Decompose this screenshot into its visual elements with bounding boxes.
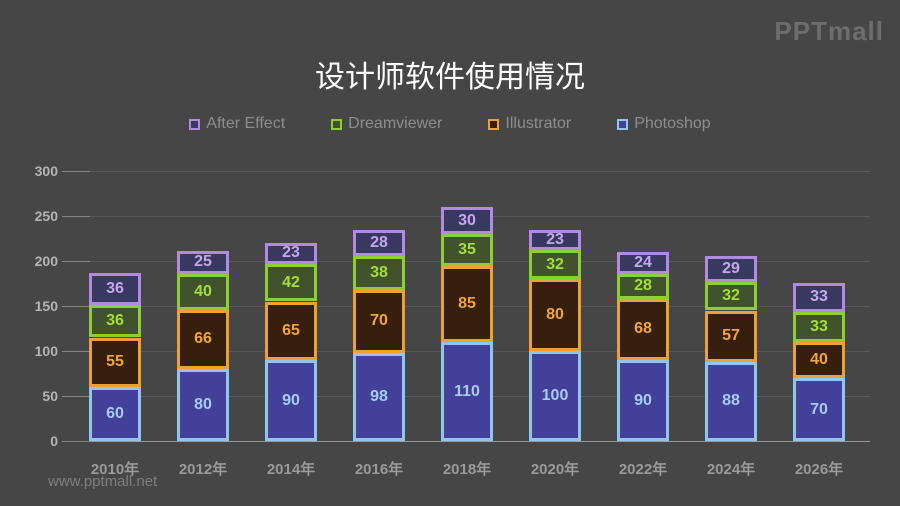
bar-segment-after-effect: 25 [177,251,229,274]
y-axis-label: 300 [34,163,58,179]
legend-label: Dreamviewer [348,115,443,132]
legend-item-photoshop: Photoshop [617,115,711,133]
bar-segment-dreamviewer: 28 [617,273,669,299]
x-axis-label: 2018年 [442,461,492,478]
pptmall-logo: PPTmall [774,16,884,46]
x-axis-label: 2010年 [90,461,140,478]
y-axis-tick [62,261,90,262]
bar-segment-photoshop: 98 [353,352,405,441]
bar-segment-dreamviewer: 32 [705,281,757,311]
legend-item-dreamviewer: Dreamviewer [331,115,442,133]
bar-segment-photoshop: 90 [265,360,317,441]
legend-swatch-icon [189,118,201,130]
x-axis-label: 2024年 [706,461,756,478]
bar-segment-photoshop: 88 [705,361,757,441]
bar-segment-illustrator: 40 [793,342,845,378]
y-axis-label: 250 [34,208,58,224]
legend-item-illustrator: Illustrator [488,115,571,133]
y-axis-tick [62,171,90,172]
watermark-url: www.pptmall.net [48,473,158,490]
y-axis-label: 100 [34,343,58,359]
y-axis-label: 150 [34,298,58,314]
y-axis-label: 200 [34,253,58,269]
x-axis-label: 2026年 [794,461,844,478]
legend-label: Photoshop [634,115,711,132]
x-axis-label: 2016年 [354,461,404,478]
legend-swatch-icon [488,118,500,130]
chart-legend: After Effect Dreamviewer Illustrator Photos… [0,115,900,133]
bar-segment-photoshop: 90 [617,360,669,441]
bar-segment-after-effect: 23 [265,243,317,264]
bar-segment-after-effect: 28 [353,230,405,256]
legend-label: Illustrator [505,115,572,132]
bar-segment-after-effect: 29 [705,255,757,282]
chart-title: 设计师软件使用情况 [315,61,585,94]
x-axis-label: 2020年 [530,461,580,478]
bar-segment-photoshop: 110 [441,342,493,441]
bar-segment-illustrator: 68 [617,298,669,360]
bar-segment-after-effect: 36 [89,272,141,306]
y-axis-tick [62,351,90,352]
bar-segment-photoshop: 100 [529,351,581,441]
bar-segment-dreamviewer: 33 [793,312,845,342]
bar-segment-illustrator: 80 [529,279,581,351]
y-axis-tick [62,306,90,307]
bar-segment-dreamviewer: 38 [353,255,405,290]
x-axis-label: 2012年 [178,461,228,478]
legend-swatch-icon [617,118,629,130]
legend-item-after-effect: After Effect [189,115,285,133]
x-axis-label: 2022年 [618,461,668,478]
y-axis-tick [62,396,90,397]
legend-label: After Effect [206,115,286,132]
legend-swatch-icon [331,118,343,130]
y-axis-tick [62,441,90,442]
bar-segment-after-effect: 30 [441,207,493,234]
bar-segment-illustrator: 55 [89,337,141,387]
bar-segment-illustrator: 65 [265,301,317,360]
bar-segment-after-effect: 33 [793,282,845,313]
bar-segment-illustrator: 70 [353,289,405,353]
bar-segment-after-effect: 23 [529,229,581,251]
y-axis-label: 50 [42,388,58,404]
bar-segment-photoshop: 60 [89,387,141,441]
x-axis-baseline [68,441,870,442]
bar-segment-after-effect: 24 [617,252,669,274]
bar-segment-photoshop: 80 [177,369,229,441]
bar-segment-dreamviewer: 40 [177,273,229,310]
bar-segment-illustrator: 85 [441,265,493,342]
bar-segment-dreamviewer: 36 [89,305,141,338]
bar-segment-dreamviewer: 42 [265,263,317,302]
y-axis-label: 0 [50,433,58,449]
y-axis-tick [62,216,90,217]
x-axis-label: 2014年 [266,461,316,478]
bar-segment-dreamviewer: 32 [529,250,581,279]
gridline [68,171,870,172]
bar-segment-illustrator: 66 [177,309,229,369]
bar-segment-dreamviewer: 35 [441,234,493,266]
bar-segment-illustrator: 57 [705,310,757,362]
bar-segment-photoshop: 70 [793,378,845,441]
